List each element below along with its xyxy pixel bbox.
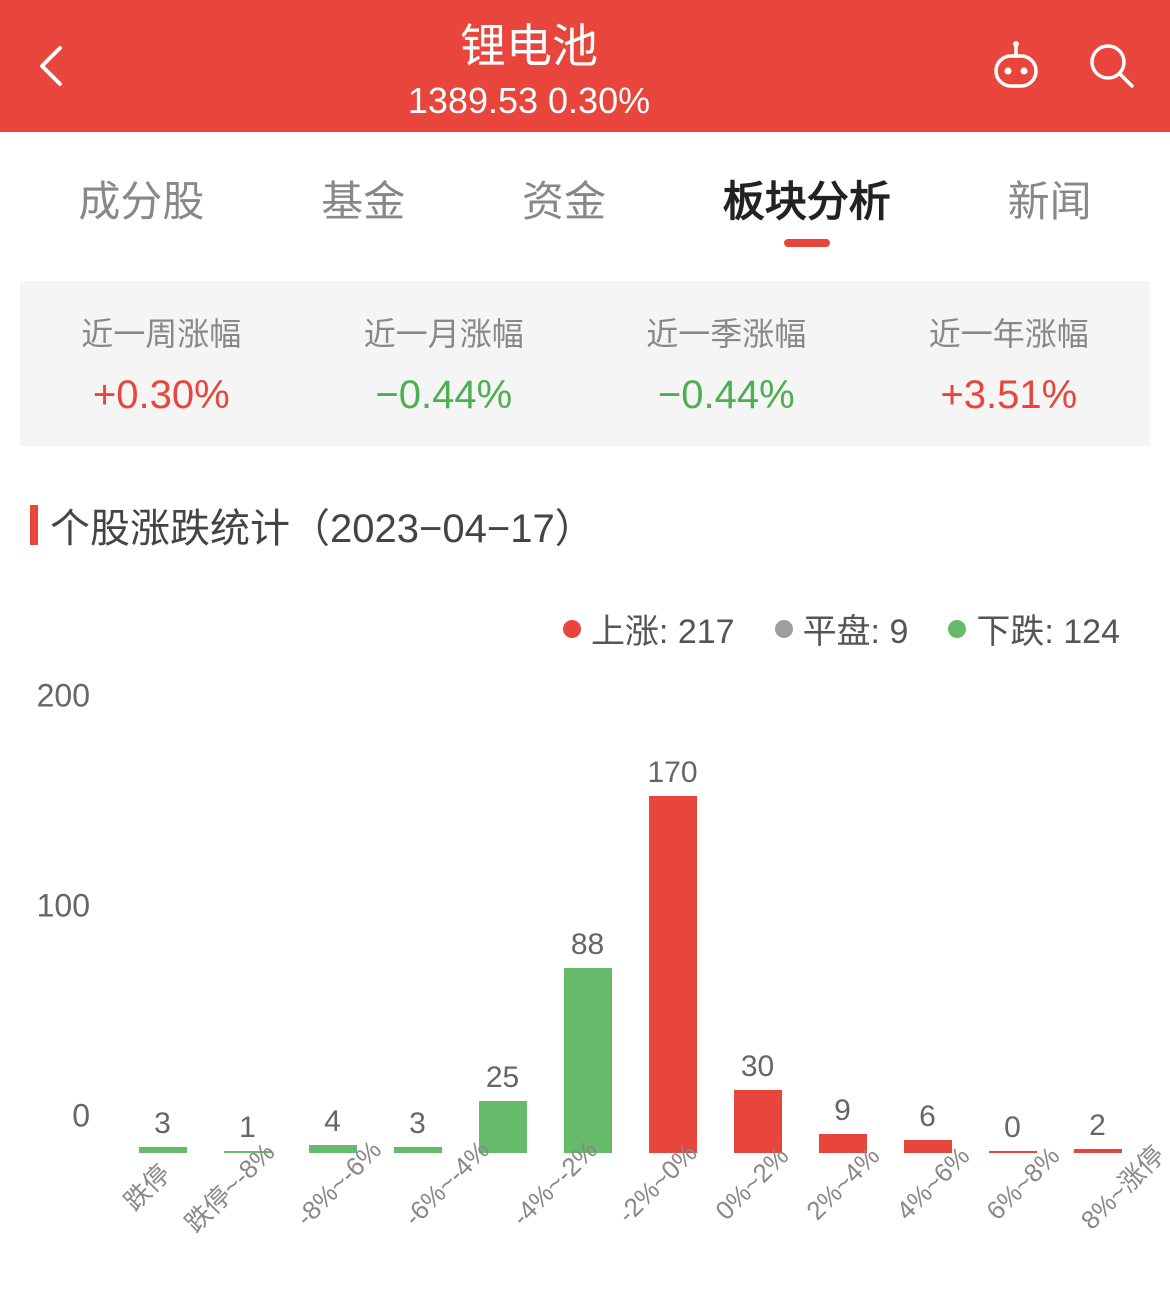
x-label: 跌停 xyxy=(115,1155,178,1218)
chart-y-axis: 0 100 200 xyxy=(20,673,100,1153)
bar-slot-9: 6 xyxy=(885,673,970,1153)
distribution-chart: 0100200 31432588170309602 跌停跌停~-8%-8%~-6… xyxy=(20,673,1150,1253)
x-label-slot: 跌停 xyxy=(120,1158,172,1253)
x-label: 6%~8% xyxy=(981,1141,1067,1227)
bar-slot-2: 4 xyxy=(290,673,375,1153)
bar-slot-3: 3 xyxy=(375,673,460,1153)
x-label: 0%~2% xyxy=(710,1141,796,1227)
stat-cell-2: 近一季涨幅 −0.44% xyxy=(585,309,868,418)
legend-label: 上涨: 217 xyxy=(591,604,735,653)
x-label-slot: 跌停~-8% xyxy=(172,1158,285,1253)
x-label-slot: 4%~6% xyxy=(888,1158,978,1253)
legend-item-0: 上涨: 217 xyxy=(563,604,735,653)
legend-item-1: 平盘: 9 xyxy=(775,604,909,653)
legend-dot-icon xyxy=(775,620,793,638)
bar-slot-6: 170 xyxy=(630,673,715,1153)
bar-value-label: 170 xyxy=(647,756,697,790)
section-accent-bar xyxy=(30,505,38,545)
app-header: 锂电池 1389.53 0.30% xyxy=(0,0,1170,132)
bar xyxy=(989,1151,1037,1153)
bar xyxy=(1074,1149,1122,1153)
header-change: 0.30% xyxy=(548,80,650,121)
chart-x-axis: 跌停跌停~-8%-8%~-6%-6%~-4%-4%~-2%-2%~0%0%~2%… xyxy=(120,1158,1140,1253)
x-label: 4%~6% xyxy=(890,1141,976,1227)
search-icon[interactable] xyxy=(1084,38,1140,94)
y-tick: 0 xyxy=(72,1098,90,1135)
stat-cell-3: 近一年涨幅 +3.51% xyxy=(868,309,1151,418)
bar-slot-7: 30 xyxy=(715,673,800,1153)
bar-value-label: 0 xyxy=(1004,1111,1021,1145)
stat-value: +3.51% xyxy=(868,373,1151,418)
header-price: 1389.53 xyxy=(408,80,538,121)
page-title: 锂电池 xyxy=(70,10,988,76)
tab-1[interactable]: 基金 xyxy=(321,168,405,245)
bar-slot-11: 2 xyxy=(1055,673,1140,1153)
section-title: 个股涨跌统计（2023−04−17） xyxy=(50,496,595,554)
tabs-bar: 成分股 基金 资金 板块分析 新闻 xyxy=(0,132,1170,261)
bar-value-label: 2 xyxy=(1089,1109,1106,1143)
stat-value: −0.44% xyxy=(303,373,586,418)
y-tick: 200 xyxy=(37,678,90,715)
period-stats-row: 近一周涨幅+0.30%近一月涨幅−0.44%近一季涨幅−0.44%近一年涨幅+3… xyxy=(20,281,1150,446)
bar-value-label: 6 xyxy=(919,1100,936,1134)
x-label-slot: 8%~涨停 xyxy=(1069,1158,1170,1253)
bar-value-label: 30 xyxy=(741,1050,774,1084)
bar-value-label: 88 xyxy=(571,928,604,962)
x-label-slot: -2%~0% xyxy=(608,1158,707,1253)
stat-cell-0: 近一周涨幅 +0.30% xyxy=(20,309,303,418)
bar xyxy=(479,1101,527,1154)
bar-slot-8: 9 xyxy=(800,673,885,1153)
tab-0[interactable]: 成分股 xyxy=(78,168,204,245)
bar-value-label: 25 xyxy=(486,1061,519,1095)
tab-3[interactable]: 板块分析 xyxy=(723,168,891,245)
legend-label: 下跌: 124 xyxy=(976,604,1120,653)
back-icon[interactable] xyxy=(30,46,70,86)
x-label-slot: 6%~8% xyxy=(978,1158,1068,1253)
section-header: 个股涨跌统计（2023−04−17） xyxy=(30,496,1140,554)
bar-slot-4: 25 xyxy=(460,673,545,1153)
legend-item-2: 下跌: 124 xyxy=(948,604,1120,653)
x-label-slot: -6%~-4% xyxy=(393,1158,501,1253)
bar-slot-10: 0 xyxy=(970,673,1055,1153)
y-tick: 100 xyxy=(37,888,90,925)
bar-value-label: 4 xyxy=(324,1105,341,1139)
stat-cell-1: 近一月涨幅 −0.44% xyxy=(303,309,586,418)
x-label-slot: -4%~-2% xyxy=(501,1158,609,1253)
chart-bars-area: 31432588170309602 xyxy=(120,673,1140,1153)
bar-value-label: 3 xyxy=(154,1107,171,1141)
header-center: 锂电池 1389.53 0.30% xyxy=(70,10,988,122)
bar xyxy=(394,1147,442,1153)
stat-value: −0.44% xyxy=(585,373,868,418)
bar-slot-5: 88 xyxy=(545,673,630,1153)
stat-label: 近一月涨幅 xyxy=(303,309,586,355)
tab-4[interactable]: 新闻 xyxy=(1008,168,1092,245)
bar xyxy=(139,1147,187,1153)
bar-slot-1: 1 xyxy=(205,673,290,1153)
bar xyxy=(649,796,697,1153)
stat-value: +0.30% xyxy=(20,373,303,418)
bar-value-label: 3 xyxy=(409,1107,426,1141)
bar xyxy=(564,968,612,1153)
x-label-slot: -8%~-6% xyxy=(285,1158,393,1253)
x-label-slot: 2%~4% xyxy=(798,1158,888,1253)
x-label-slot: 0%~2% xyxy=(707,1158,797,1253)
header-actions xyxy=(988,38,1140,94)
legend-dot-icon xyxy=(563,620,581,638)
legend-label: 平盘: 9 xyxy=(803,604,909,653)
page-subtitle: 1389.53 0.30% xyxy=(70,80,988,122)
stat-label: 近一季涨幅 xyxy=(585,309,868,355)
stat-label: 近一周涨幅 xyxy=(20,309,303,355)
legend-dot-icon xyxy=(948,620,966,638)
robot-icon[interactable] xyxy=(988,38,1044,94)
tab-2[interactable]: 资金 xyxy=(522,168,606,245)
bar-slot-0: 3 xyxy=(120,673,205,1153)
chart-legend: 上涨: 217 平盘: 9 下跌: 124 xyxy=(0,604,1120,653)
x-label: 2%~4% xyxy=(800,1141,886,1227)
stat-label: 近一年涨幅 xyxy=(868,309,1151,355)
bar-value-label: 9 xyxy=(834,1094,851,1128)
